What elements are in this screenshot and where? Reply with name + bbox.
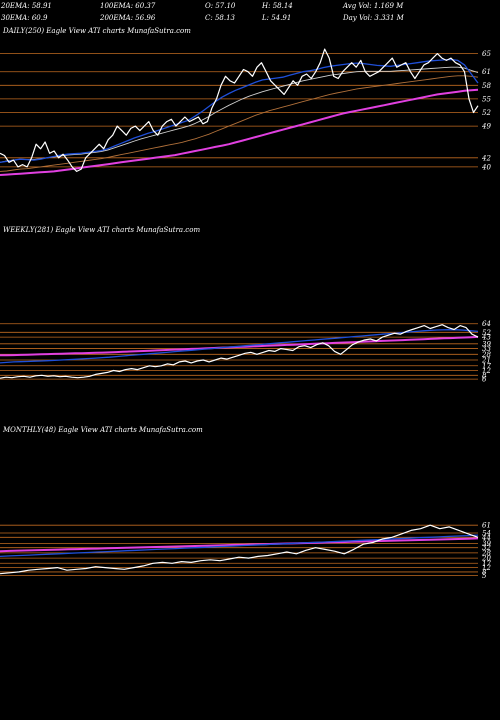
weekly-level-label: 12	[482, 367, 491, 375]
daily-level-label: 40	[481, 163, 491, 171]
daily-level-label: 55	[482, 95, 491, 103]
header-close: C: 58.13	[205, 14, 235, 22]
weekly-level-label: 17	[482, 362, 491, 370]
daily-ema-slow-line	[0, 75, 479, 172]
daily-price-line	[0, 48, 479, 172]
daily-level-label: 61	[482, 68, 491, 76]
monthly-level-label: 32	[482, 544, 491, 552]
weekly-level-label: 39	[482, 340, 491, 348]
header-30ema: 30EMA: 60.9	[1, 14, 48, 22]
weekly-level-label: 28	[481, 351, 491, 359]
monthly-ema-200-line	[0, 537, 479, 553]
monthly-level-label: 44	[481, 534, 491, 542]
daily-panel-title: DAILY(250) Eagle View ATI charts MunafaS…	[3, 27, 191, 35]
weekly-level-label: 43	[481, 334, 491, 342]
weekly-level-label: 52	[482, 329, 491, 337]
header-200ema: 200EMA: 56.96	[100, 14, 156, 22]
weekly-level-label: 33	[482, 345, 491, 353]
header-high: H: 58.14	[262, 2, 293, 10]
monthly-price-line	[0, 524, 479, 575]
weekly-price-line	[0, 324, 479, 379]
daily-ema-200-line	[0, 88, 479, 176]
daily-level-label: 49	[481, 123, 491, 131]
weekly-level-label: 6	[482, 376, 487, 384]
monthly-ema-fast-line	[0, 534, 479, 558]
daily-ema-fast-line	[0, 58, 479, 163]
daily-level-label: 42	[481, 154, 491, 162]
monthly-level-label: 17	[482, 560, 491, 568]
header-low: L: 54.91	[262, 14, 292, 22]
weekly-level-label: 8	[482, 372, 487, 380]
header-20ema: 20EMA: 58.91	[1, 2, 52, 10]
weekly-panel-title: WEEKLY(281) Eagle View ATI charts Munafa…	[3, 226, 201, 234]
monthly-level-label: 61	[482, 522, 491, 530]
header-100ema: 100EMA: 60.37	[100, 2, 156, 10]
header-open: O: 57.10	[205, 2, 236, 10]
weekly-ema-fast-line	[0, 329, 479, 364]
monthly-level-label: 39	[482, 540, 491, 548]
monthly-level-label: 20	[481, 555, 491, 563]
monthly-level-label: 12	[482, 564, 491, 572]
daily-level-label: 52	[482, 109, 491, 117]
header-avg-vol: Avg Vol: 1.169 M	[343, 2, 404, 10]
monthly-panel-title: MONTHLY(48) Eagle View ATI charts Munafa…	[3, 426, 203, 434]
monthly-level-label: 8	[482, 568, 487, 576]
weekly-level-label: 64	[482, 320, 491, 328]
weekly-level-label: 21	[481, 357, 491, 365]
daily-level-label: 65	[482, 50, 491, 58]
monthly-level-label: 54	[482, 529, 491, 537]
daily-ema-mid-line	[0, 66, 479, 163]
daily-level-label: 58	[482, 82, 491, 90]
header-day-vol: Day Vol: 3.331 M	[343, 14, 404, 22]
monthly-level-label: 28	[481, 549, 491, 557]
monthly-level-label: 5	[482, 572, 487, 580]
